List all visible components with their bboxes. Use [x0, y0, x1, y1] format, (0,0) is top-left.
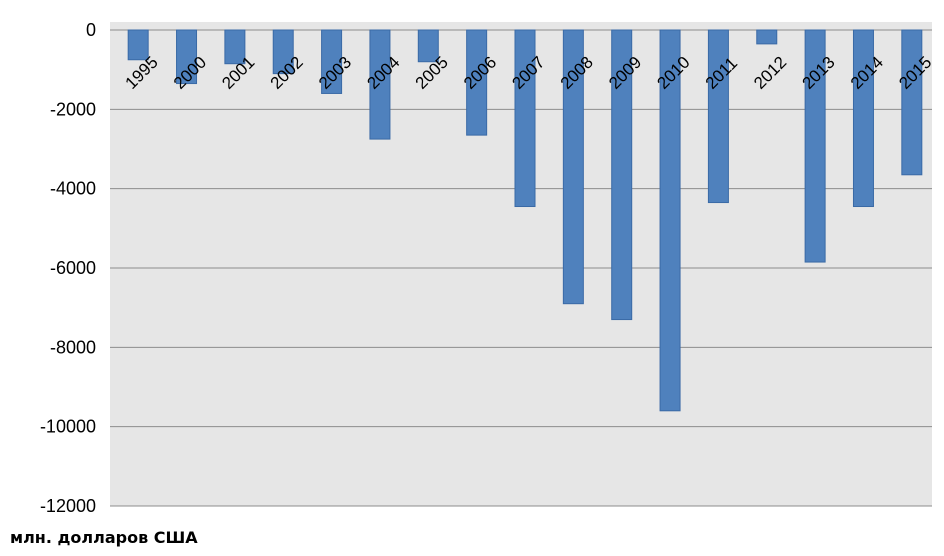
bar [417, 29, 439, 63]
bar [224, 29, 246, 65]
y-tick-label: 0 [86, 20, 96, 40]
bar [659, 29, 681, 412]
y-axis-label: млн. долларов США [10, 528, 198, 547]
y-tick-label: -10000 [40, 417, 96, 437]
bar [369, 29, 391, 140]
bar [127, 29, 149, 61]
y-tick-label: -8000 [50, 337, 96, 357]
bar [707, 29, 729, 204]
bar [562, 29, 584, 305]
bar [852, 29, 874, 208]
bar [611, 29, 633, 321]
bar [514, 29, 536, 208]
y-tick-label: -4000 [50, 179, 96, 199]
bar [321, 29, 343, 94]
bars [127, 29, 923, 412]
bar [901, 29, 923, 176]
bar [272, 29, 294, 75]
y-tick-label: -6000 [50, 258, 96, 278]
bar-chart: 0-2000-4000-6000-8000-10000-12000 1995 20… [40, 20, 935, 516]
bar [756, 29, 778, 45]
y-tick-labels: 0 -2000 -4000 -6000 -8000 -10000 -12000 [40, 20, 96, 516]
bar [804, 29, 826, 263]
bar [176, 29, 198, 85]
y-tick-label: -12000 [40, 496, 96, 516]
bar [466, 29, 488, 136]
y-tick-label: -2000 [50, 99, 96, 119]
